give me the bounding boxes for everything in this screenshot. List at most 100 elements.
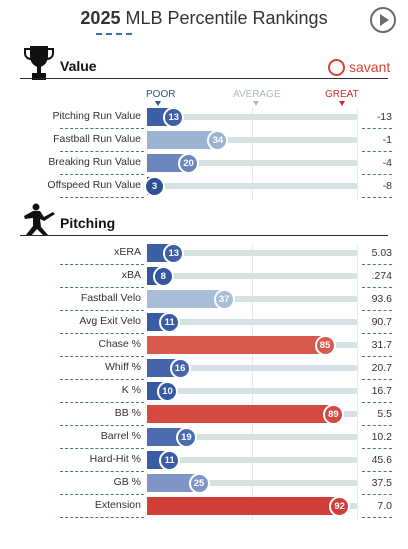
percentile-track bbox=[147, 388, 357, 394]
metric-label: Fastball Run Value bbox=[53, 133, 141, 145]
metric-value: -4 bbox=[382, 157, 392, 169]
metric-divider bbox=[60, 379, 144, 380]
poor-marker-icon bbox=[155, 101, 161, 106]
metric-label: Pitching Run Value bbox=[52, 110, 141, 122]
metric-divider bbox=[60, 128, 144, 129]
percentile-circle[interactable]: 34 bbox=[207, 130, 229, 151]
percentile-track bbox=[147, 434, 357, 440]
metric-value: -1 bbox=[382, 134, 392, 146]
value-divider bbox=[362, 197, 392, 198]
metric-value: -13 bbox=[376, 111, 392, 123]
percentile-circle[interactable]: 10 bbox=[157, 381, 178, 402]
play-button[interactable] bbox=[370, 7, 396, 33]
value-divider bbox=[362, 425, 392, 426]
percentile-track bbox=[147, 114, 357, 120]
metric-value: 90.7 bbox=[371, 316, 392, 328]
percentile-track bbox=[147, 183, 357, 189]
metric-label: Breaking Run Value bbox=[48, 156, 141, 168]
metric-divider bbox=[60, 333, 144, 334]
percentile-circle[interactable]: 20 bbox=[178, 153, 199, 174]
value-divider bbox=[362, 402, 392, 403]
section-title-pitching: Pitching bbox=[60, 215, 116, 231]
metric-value: 5.03 bbox=[371, 247, 392, 259]
percentile-circle[interactable]: 11 bbox=[159, 312, 181, 333]
metric-divider bbox=[60, 494, 144, 495]
percentile-circle[interactable]: 85 bbox=[314, 335, 336, 356]
metric-label: Extension bbox=[94, 499, 141, 511]
metric-label: Whiff % bbox=[105, 361, 141, 373]
percentile-bar[interactable] bbox=[147, 290, 225, 308]
scale-poor-label: POOR bbox=[146, 89, 176, 100]
percentile-track bbox=[147, 137, 357, 143]
savant-brand: savant bbox=[349, 59, 391, 75]
percentile-track bbox=[147, 480, 357, 486]
percentile-circle[interactable]: 92 bbox=[329, 496, 351, 517]
value-divider bbox=[362, 264, 392, 265]
metric-divider bbox=[60, 402, 144, 403]
percentile-bar[interactable] bbox=[147, 336, 326, 354]
metric-divider bbox=[60, 517, 144, 518]
percentile-circle[interactable]: 13 bbox=[163, 243, 185, 264]
metric-label: K % bbox=[121, 384, 141, 396]
percentile-track bbox=[147, 250, 357, 256]
scale-gridline bbox=[357, 244, 358, 520]
metric-value: 16.7 bbox=[371, 385, 392, 397]
metric-value: 10.2 bbox=[371, 431, 392, 443]
metric-label: GB % bbox=[113, 476, 141, 488]
metric-value: 93.6 bbox=[371, 293, 392, 305]
metric-divider bbox=[60, 151, 144, 152]
metric-label: xERA bbox=[114, 246, 141, 258]
metric-value: 20.7 bbox=[371, 362, 392, 374]
percentile-bar[interactable] bbox=[147, 497, 341, 515]
metric-label: BB % bbox=[114, 407, 141, 419]
value-divider bbox=[362, 356, 392, 357]
trophy-icon bbox=[24, 46, 54, 80]
percentile-bar[interactable] bbox=[147, 474, 200, 492]
metric-divider bbox=[60, 287, 144, 288]
scale-average-label: AVERAGE bbox=[233, 89, 281, 100]
value-divider bbox=[362, 379, 392, 380]
great-marker-icon bbox=[339, 101, 345, 106]
percentile-circle[interactable]: 25 bbox=[188, 473, 210, 494]
percentile-track bbox=[147, 319, 357, 325]
value-divider bbox=[362, 310, 392, 311]
value-divider bbox=[362, 174, 392, 175]
metric-label: Offspeed Run Value bbox=[47, 179, 141, 191]
percentile-circle[interactable]: 16 bbox=[169, 358, 191, 379]
value-divider bbox=[362, 128, 392, 129]
percentile-circle[interactable]: 89 bbox=[322, 404, 344, 425]
metric-divider bbox=[60, 197, 144, 198]
percentile-track bbox=[147, 160, 357, 166]
title-underline bbox=[96, 33, 132, 35]
percentile-track bbox=[147, 457, 357, 463]
percentile-circle[interactable]: 8 bbox=[152, 266, 174, 287]
percentile-circle[interactable]: 3 bbox=[144, 176, 165, 197]
metric-value: .274 bbox=[371, 270, 392, 282]
title-text: MLB Percentile Rankings bbox=[120, 8, 328, 28]
percentile-circle[interactable]: 13 bbox=[163, 107, 185, 128]
metric-divider bbox=[60, 174, 144, 175]
value-divider bbox=[362, 494, 392, 495]
value-divider bbox=[362, 471, 392, 472]
metric-value: 5.5 bbox=[377, 408, 392, 420]
metric-value: 31.7 bbox=[371, 339, 392, 351]
metric-label: xBA bbox=[121, 269, 141, 281]
metric-divider bbox=[60, 425, 144, 426]
percentile-bar[interactable] bbox=[147, 131, 219, 149]
percentile-circle[interactable]: 37 bbox=[213, 289, 235, 310]
metric-divider bbox=[60, 448, 144, 449]
percentile-track bbox=[147, 296, 357, 302]
value-divider bbox=[362, 448, 392, 449]
metric-label: Barrel % bbox=[100, 430, 141, 442]
value-divider bbox=[362, 151, 392, 152]
metric-label: Fastball Velo bbox=[80, 292, 141, 304]
metric-label: Avg Exit Velo bbox=[79, 315, 141, 327]
page-title: 2025 MLB Percentile Rankings bbox=[0, 8, 408, 29]
scale-great-label: GREAT bbox=[325, 89, 359, 100]
percentile-circle[interactable]: 19 bbox=[175, 427, 197, 448]
metric-label: Hard-Hit % bbox=[89, 453, 141, 465]
percentile-circle[interactable]: 11 bbox=[159, 450, 181, 471]
value-divider bbox=[362, 333, 392, 334]
percentile-bar[interactable] bbox=[147, 405, 334, 423]
metric-divider bbox=[60, 356, 144, 357]
